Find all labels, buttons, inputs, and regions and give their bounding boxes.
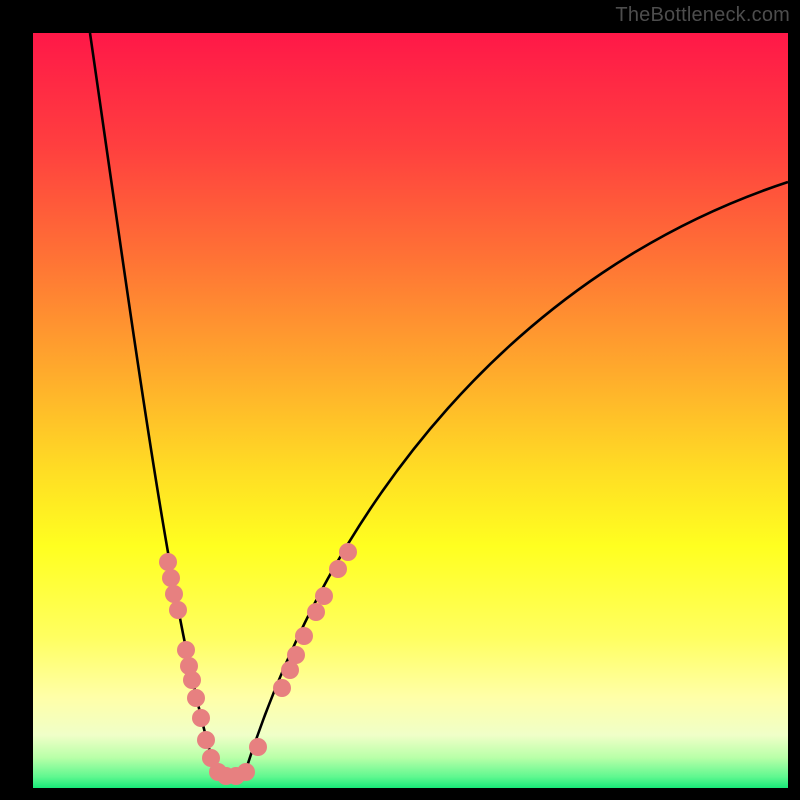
data-marker [287, 646, 305, 664]
bottleneck-curve-chart [0, 0, 800, 800]
data-marker [162, 569, 180, 587]
data-marker [183, 671, 201, 689]
data-marker [159, 553, 177, 571]
data-marker [165, 585, 183, 603]
data-marker [315, 587, 333, 605]
data-marker [295, 627, 313, 645]
data-marker [192, 709, 210, 727]
data-marker [307, 603, 325, 621]
chart-container: TheBottleneck.com [0, 0, 800, 800]
data-marker [273, 679, 291, 697]
watermark-text: TheBottleneck.com [615, 4, 790, 27]
data-marker [237, 763, 255, 781]
data-marker [249, 738, 267, 756]
data-marker [329, 560, 347, 578]
data-marker [197, 731, 215, 749]
data-marker [187, 689, 205, 707]
data-marker [339, 543, 357, 561]
data-marker [177, 641, 195, 659]
data-marker [169, 601, 187, 619]
